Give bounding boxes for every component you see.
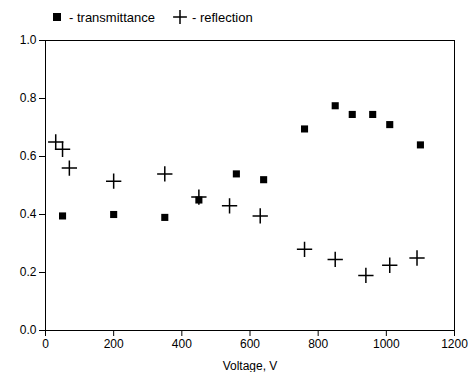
svg-text:0.2: 0.2 <box>20 265 37 279</box>
svg-text:0.8: 0.8 <box>20 91 37 105</box>
svg-text:Voltage, V: Voltage, V <box>223 359 278 373</box>
html-text:- transmittance: - transmittance <box>69 9 155 25</box>
svg-text:0.4: 0.4 <box>20 207 37 221</box>
svg-text:800: 800 <box>308 337 328 351</box>
svg-text:0: 0 <box>42 337 49 351</box>
html-text:- reflection: - reflection <box>192 9 253 25</box>
svg-text:0.6: 0.6 <box>20 149 37 163</box>
svg-text:200: 200 <box>104 337 124 351</box>
svg-text:600: 600 <box>240 337 260 351</box>
svg-text:400: 400 <box>172 337 192 351</box>
svg-text:1200: 1200 <box>441 337 468 351</box>
svg-text:1.0: 1.0 <box>20 33 37 47</box>
svg-text:0.0: 0.0 <box>20 323 37 337</box>
svg-text:1000: 1000 <box>373 337 400 351</box>
